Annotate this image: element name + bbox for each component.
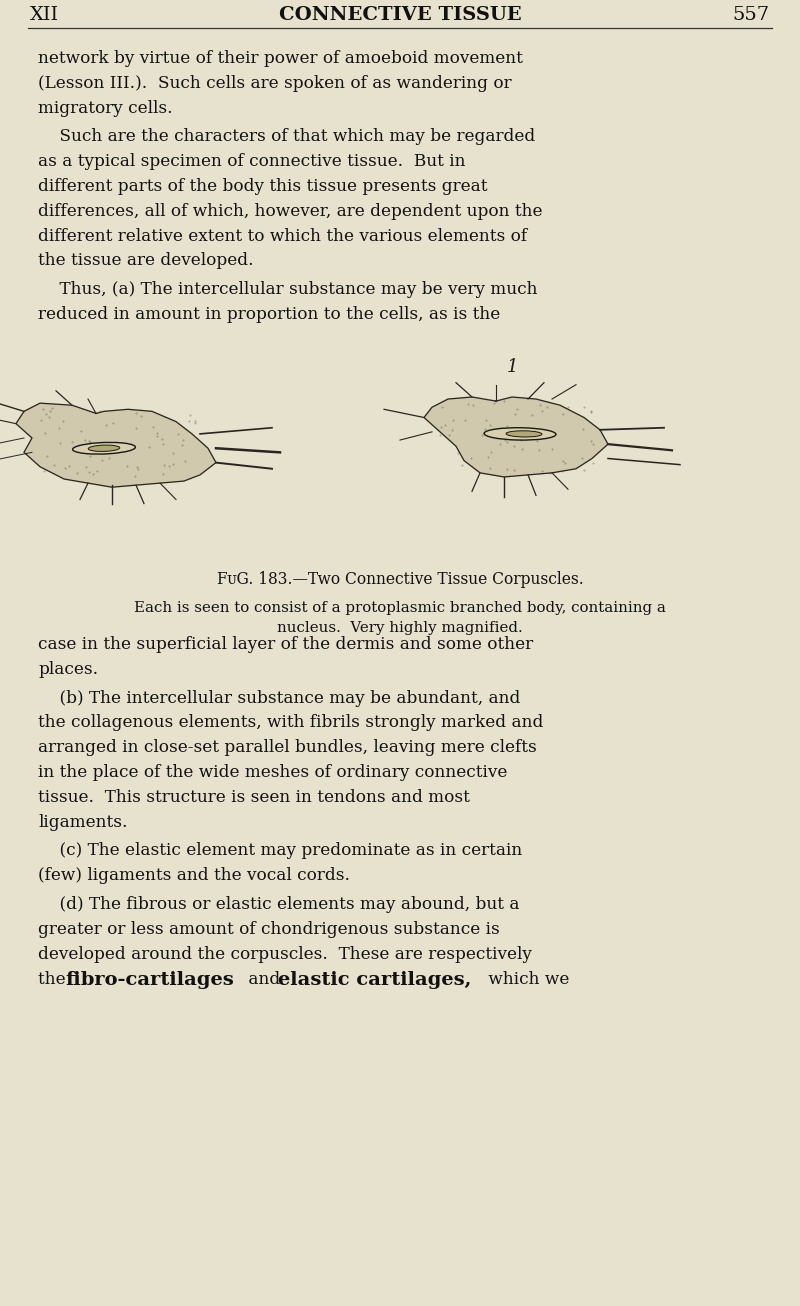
Text: (few) ligaments and the vocal cords.: (few) ligaments and the vocal cords.: [38, 867, 350, 884]
Polygon shape: [424, 397, 608, 477]
Text: tissue.  This structure is seen in tendons and most: tissue. This structure is seen in tendon…: [38, 789, 470, 806]
Ellipse shape: [88, 445, 120, 452]
Text: 1: 1: [506, 359, 518, 376]
Text: the: the: [38, 972, 71, 989]
Polygon shape: [16, 404, 216, 487]
Text: and: and: [243, 972, 286, 989]
Text: FᴜG. 183.—Two Connective Tissue Corpuscles.: FᴜG. 183.—Two Connective Tissue Corpuscl…: [217, 571, 583, 588]
Text: the tissue are developed.: the tissue are developed.: [38, 252, 254, 269]
Text: (b) The intercellular substance may be abundant, and: (b) The intercellular substance may be a…: [38, 690, 520, 707]
Text: fibro-cartilages: fibro-cartilages: [65, 972, 234, 990]
Text: in the place of the wide meshes of ordinary connective: in the place of the wide meshes of ordin…: [38, 764, 507, 781]
Text: places.: places.: [38, 661, 98, 678]
Ellipse shape: [484, 428, 556, 440]
Text: the collagenous elements, with fibrils strongly marked and: the collagenous elements, with fibrils s…: [38, 714, 543, 731]
Text: 557: 557: [733, 7, 770, 24]
Text: elastic cartilages,: elastic cartilages,: [278, 972, 471, 990]
Text: different parts of the body this tissue presents great: different parts of the body this tissue …: [38, 178, 487, 195]
Text: Thus, (a) The intercellular substance may be very much: Thus, (a) The intercellular substance ma…: [38, 281, 538, 298]
Text: (Lesson III.).  Such cells are spoken of as wandering or: (Lesson III.). Such cells are spoken of …: [38, 74, 512, 91]
Text: which we: which we: [483, 972, 570, 989]
Text: CONNECTIVE TISSUE: CONNECTIVE TISSUE: [278, 7, 522, 24]
Text: greater or less amount of chondrigenous substance is: greater or less amount of chondrigenous …: [38, 921, 500, 938]
Text: arranged in close-set parallel bundles, leaving mere clefts: arranged in close-set parallel bundles, …: [38, 739, 537, 756]
Text: case in the superficial layer of the dermis and some other: case in the superficial layer of the der…: [38, 636, 533, 653]
Text: ligaments.: ligaments.: [38, 814, 127, 831]
Text: reduced in amount in proportion to the cells, as is the: reduced in amount in proportion to the c…: [38, 306, 500, 323]
Text: differences, all of which, however, are dependent upon the: differences, all of which, however, are …: [38, 202, 542, 219]
Text: (c) The elastic element may predominate as in certain: (c) The elastic element may predominate …: [38, 842, 522, 859]
Text: developed around the corpuscles.  These are respectively: developed around the corpuscles. These a…: [38, 946, 532, 963]
Text: different relative extent to which the various elements of: different relative extent to which the v…: [38, 227, 527, 244]
Ellipse shape: [506, 431, 542, 438]
Text: XII: XII: [30, 7, 59, 24]
Text: Each is seen to consist of a protoplasmic branched body, containing a
nucleus.  : Each is seen to consist of a protoplasmi…: [134, 601, 666, 635]
Ellipse shape: [73, 443, 135, 454]
Text: network by virtue of their power of amoeboid movement: network by virtue of their power of amoe…: [38, 50, 523, 67]
Text: migratory cells.: migratory cells.: [38, 99, 173, 116]
Text: Such are the characters of that which may be regarded: Such are the characters of that which ma…: [38, 128, 535, 145]
Text: (d) The fibrous or elastic elements may abound, but a: (d) The fibrous or elastic elements may …: [38, 896, 519, 913]
Text: as a typical specimen of connective tissue.  But in: as a typical specimen of connective tiss…: [38, 153, 466, 170]
